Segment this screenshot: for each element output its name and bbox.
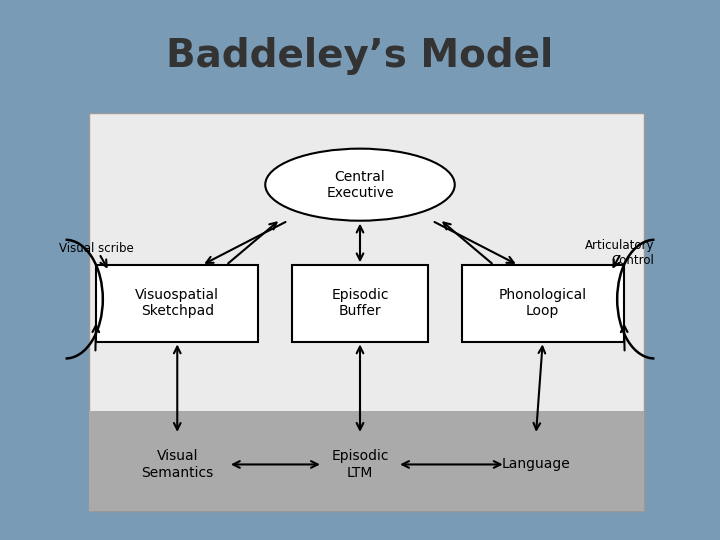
Bar xyxy=(96,265,258,341)
Text: Central
Executive: Central Executive xyxy=(326,170,394,200)
Text: Episodic
Buffer: Episodic Buffer xyxy=(331,288,389,319)
Text: Phonological
Loop: Phonological Loop xyxy=(499,288,587,319)
Bar xyxy=(462,265,624,341)
Text: Visuospatial
Sketchpad: Visuospatial Sketchpad xyxy=(135,288,220,319)
Bar xyxy=(292,265,428,341)
Text: Baddeley’s Model: Baddeley’s Model xyxy=(166,37,554,75)
Bar xyxy=(89,113,644,511)
Text: Language: Language xyxy=(502,457,570,471)
Text: Episodic
LTM: Episodic LTM xyxy=(331,449,389,480)
Text: Articulatory
Control: Articulatory Control xyxy=(585,239,654,267)
Text: Visual scribe: Visual scribe xyxy=(59,242,134,255)
Bar xyxy=(89,411,644,511)
Text: Visual
Semantics: Visual Semantics xyxy=(141,449,213,480)
Ellipse shape xyxy=(265,148,455,221)
